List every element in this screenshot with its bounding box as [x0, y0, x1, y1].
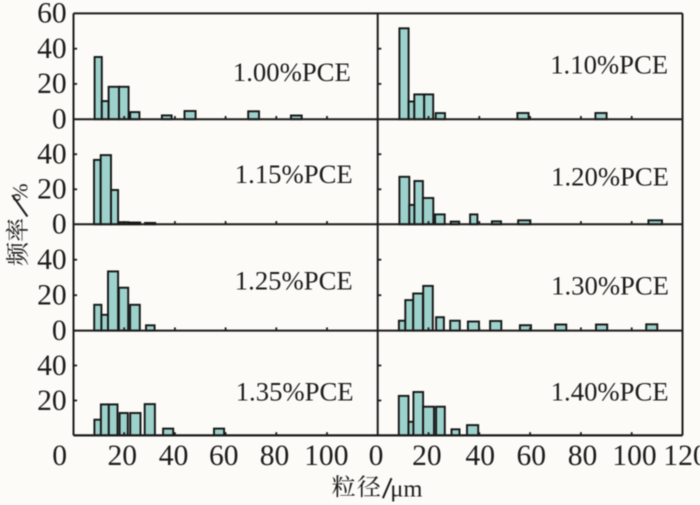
- svg-text:1.25%PCE: 1.25%PCE: [235, 266, 353, 296]
- svg-text:1.10%PCE: 1.10%PCE: [550, 49, 668, 79]
- svg-text:100: 100: [612, 440, 656, 472]
- svg-text:20: 20: [37, 280, 67, 312]
- svg-text:120: 120: [663, 440, 700, 472]
- svg-text:40: 40: [159, 440, 189, 472]
- svg-text:40: 40: [465, 440, 495, 472]
- svg-text:80: 80: [260, 440, 290, 472]
- svg-text:20: 20: [108, 440, 138, 472]
- svg-text:1.15%PCE: 1.15%PCE: [235, 159, 353, 189]
- svg-text:1.35%PCE: 1.35%PCE: [236, 377, 354, 407]
- svg-text:20: 20: [37, 68, 67, 100]
- svg-text:80: 80: [568, 440, 598, 472]
- svg-text:1.40%PCE: 1.40%PCE: [551, 377, 669, 407]
- svg-text:60: 60: [517, 440, 547, 472]
- svg-text:1.00%PCE: 1.00%PCE: [233, 57, 351, 87]
- svg-text:20: 20: [412, 440, 442, 472]
- svg-text:20: 20: [37, 385, 67, 417]
- svg-text:40: 40: [37, 350, 67, 382]
- svg-text:100: 100: [304, 440, 348, 472]
- svg-text:0: 0: [52, 440, 67, 472]
- svg-text:0: 0: [52, 315, 67, 347]
- svg-text:1.20%PCE: 1.20%PCE: [551, 162, 669, 192]
- svg-text:0: 0: [369, 440, 384, 472]
- svg-text:0: 0: [52, 209, 67, 241]
- svg-text:40: 40: [37, 33, 67, 65]
- svg-text:0: 0: [52, 104, 67, 136]
- svg-text:1.30%PCE: 1.30%PCE: [551, 271, 669, 301]
- svg-text:40: 40: [37, 139, 67, 171]
- svg-text:20: 20: [37, 174, 67, 206]
- svg-text:60: 60: [209, 440, 239, 472]
- svg-text:μm: μm: [390, 475, 422, 502]
- svg-text:40: 40: [37, 244, 67, 276]
- svg-text:60: 60: [37, 0, 67, 30]
- svg-text:%: %: [8, 183, 33, 201]
